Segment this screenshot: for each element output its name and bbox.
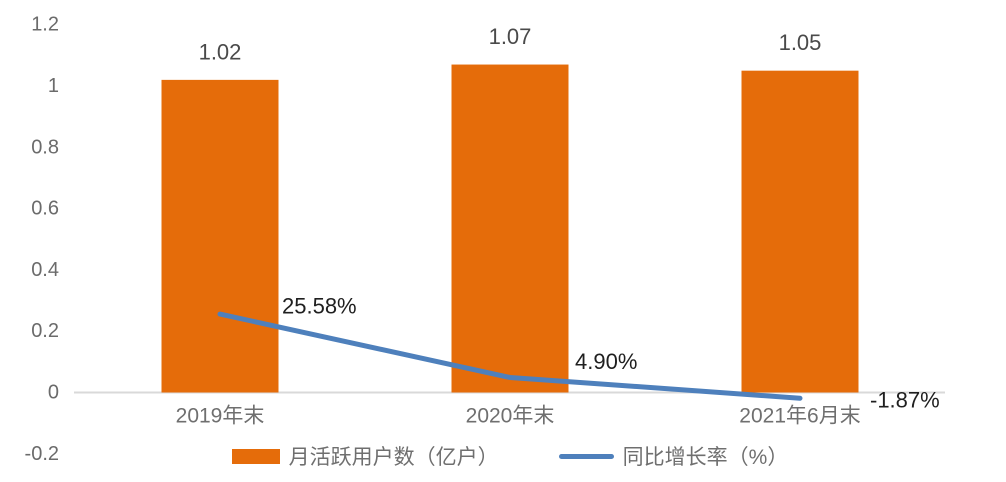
legend-item-line-series: 同比增长率（%） xyxy=(558,441,789,471)
line-series-swatch-icon xyxy=(558,453,614,459)
x-axis-label: 2020年末 xyxy=(466,405,555,428)
chart-legend: 月活跃用户数（亿户） 同比增长率（%） xyxy=(75,441,945,471)
bar-value-label: 1.05 xyxy=(779,30,822,55)
legend-item-bar-series: 月活跃用户数（亿户） xyxy=(231,441,499,471)
line-point-label: 25.58% xyxy=(282,294,357,319)
bar xyxy=(741,70,859,393)
y-tick-label: 0.8 xyxy=(31,136,59,158)
line-point-label: 4.90% xyxy=(575,349,637,374)
bar-series-legend-label: 月活跃用户数（亿户） xyxy=(288,446,499,469)
line-point-label: -1.87% xyxy=(870,388,940,413)
bar xyxy=(451,64,569,393)
line-series xyxy=(217,311,803,401)
x-axis-label: 2019年末 xyxy=(176,405,265,428)
bar-series-swatch-icon xyxy=(231,448,280,464)
bar-value-label: 1.02 xyxy=(199,39,242,64)
x-axis-label: 2021年6月末 xyxy=(739,405,860,428)
y-tick-label: 0.2 xyxy=(31,320,59,342)
y-tick-label: 0 xyxy=(48,382,59,404)
y-tick-label: 1 xyxy=(48,75,59,97)
y-tick-label: 0.4 xyxy=(31,259,59,281)
bar xyxy=(161,79,279,393)
bar-value-label: 1.07 xyxy=(489,24,532,49)
line-series-legend-label: 同比增长率（%） xyxy=(622,446,789,469)
y-tick-label: 1.2 xyxy=(31,14,59,36)
y-tick-label: -0.2 xyxy=(25,443,59,465)
y-tick-label: 0.6 xyxy=(31,198,59,220)
